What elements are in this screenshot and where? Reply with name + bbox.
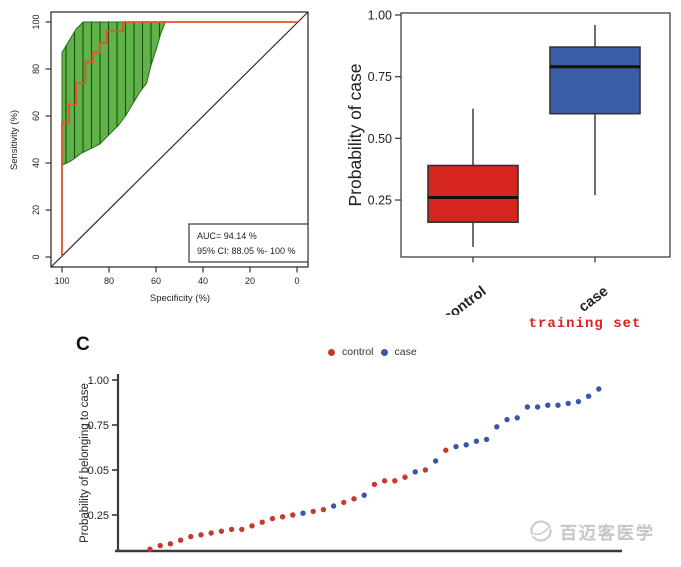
control-legend-label: control	[342, 346, 374, 358]
svg-text:20: 20	[245, 276, 255, 286]
boxplot-ylabel: Probability of case	[345, 64, 365, 207]
panel-c-label: C	[76, 334, 90, 355]
roc-svg: 100 80 60 40 20 0 Specificity (%) 0 20 40 60 80 100 S…	[9, 11, 309, 304]
svg-text:60: 60	[31, 111, 41, 121]
roc-ylabel: Sensitivity (%)	[9, 110, 20, 170]
svg-text:0.25: 0.25	[88, 510, 109, 522]
box-control	[427, 108, 519, 247]
svg-text:40: 40	[31, 158, 41, 168]
watermark-text: 百迈客医学	[560, 523, 655, 543]
svg-text:0.05: 0.05	[88, 465, 109, 477]
case-legend-dot-icon	[380, 348, 388, 356]
svg-text:0.50: 0.50	[368, 132, 392, 146]
svg-text:0.75: 0.75	[88, 420, 109, 432]
svg-text:0: 0	[31, 254, 41, 259]
svg-text:control: control	[441, 283, 490, 315]
training-set-caption: training set	[528, 316, 642, 332]
svg-text:20: 20	[31, 205, 41, 215]
svg-text:1.00: 1.00	[88, 375, 109, 387]
svg-text:80: 80	[104, 276, 114, 286]
bmk-logo-icon	[530, 520, 552, 542]
svg-text:100: 100	[54, 276, 69, 286]
scatter-legend: control case	[328, 346, 417, 358]
scatter-panel: 1.00 0.75 0.05 0.25 Probability of belonging…	[60, 330, 681, 567]
box-case	[549, 24, 641, 196]
watermark: 百迈客医学	[528, 518, 655, 544]
svg-text:1.00: 1.00	[368, 9, 392, 23]
svg-text:60: 60	[151, 276, 161, 286]
case-legend-label: case	[394, 346, 417, 358]
auc-ci: 95% CI: 88.05 %- 100 %	[197, 246, 296, 256]
control-legend-dot-icon	[328, 348, 335, 356]
auc-annotation-box	[188, 223, 309, 263]
scatter-ylabel: Probability of belonging to case	[79, 383, 91, 543]
roc-panel: 100 80 60 40 20 0 Specificity (%) 0 20 40 60 80 100 S…	[0, 0, 335, 320]
boxplot-panel: 1.00 0.75 0.50 0.25 Probability of case contr…	[340, 0, 681, 326]
svg-text:0.75: 0.75	[368, 70, 392, 84]
svg-text:case: case	[576, 283, 611, 315]
auc-value: AUC= 94.14 %	[197, 231, 257, 241]
roc-xlabel: Specificity (%)	[150, 293, 210, 304]
svg-text:80: 80	[31, 64, 41, 74]
svg-text:100: 100	[31, 14, 41, 29]
svg-text:0.25: 0.25	[368, 194, 392, 208]
svg-text:40: 40	[198, 276, 208, 286]
scatter-points	[147, 386, 602, 552]
svg-text:0: 0	[294, 276, 299, 286]
